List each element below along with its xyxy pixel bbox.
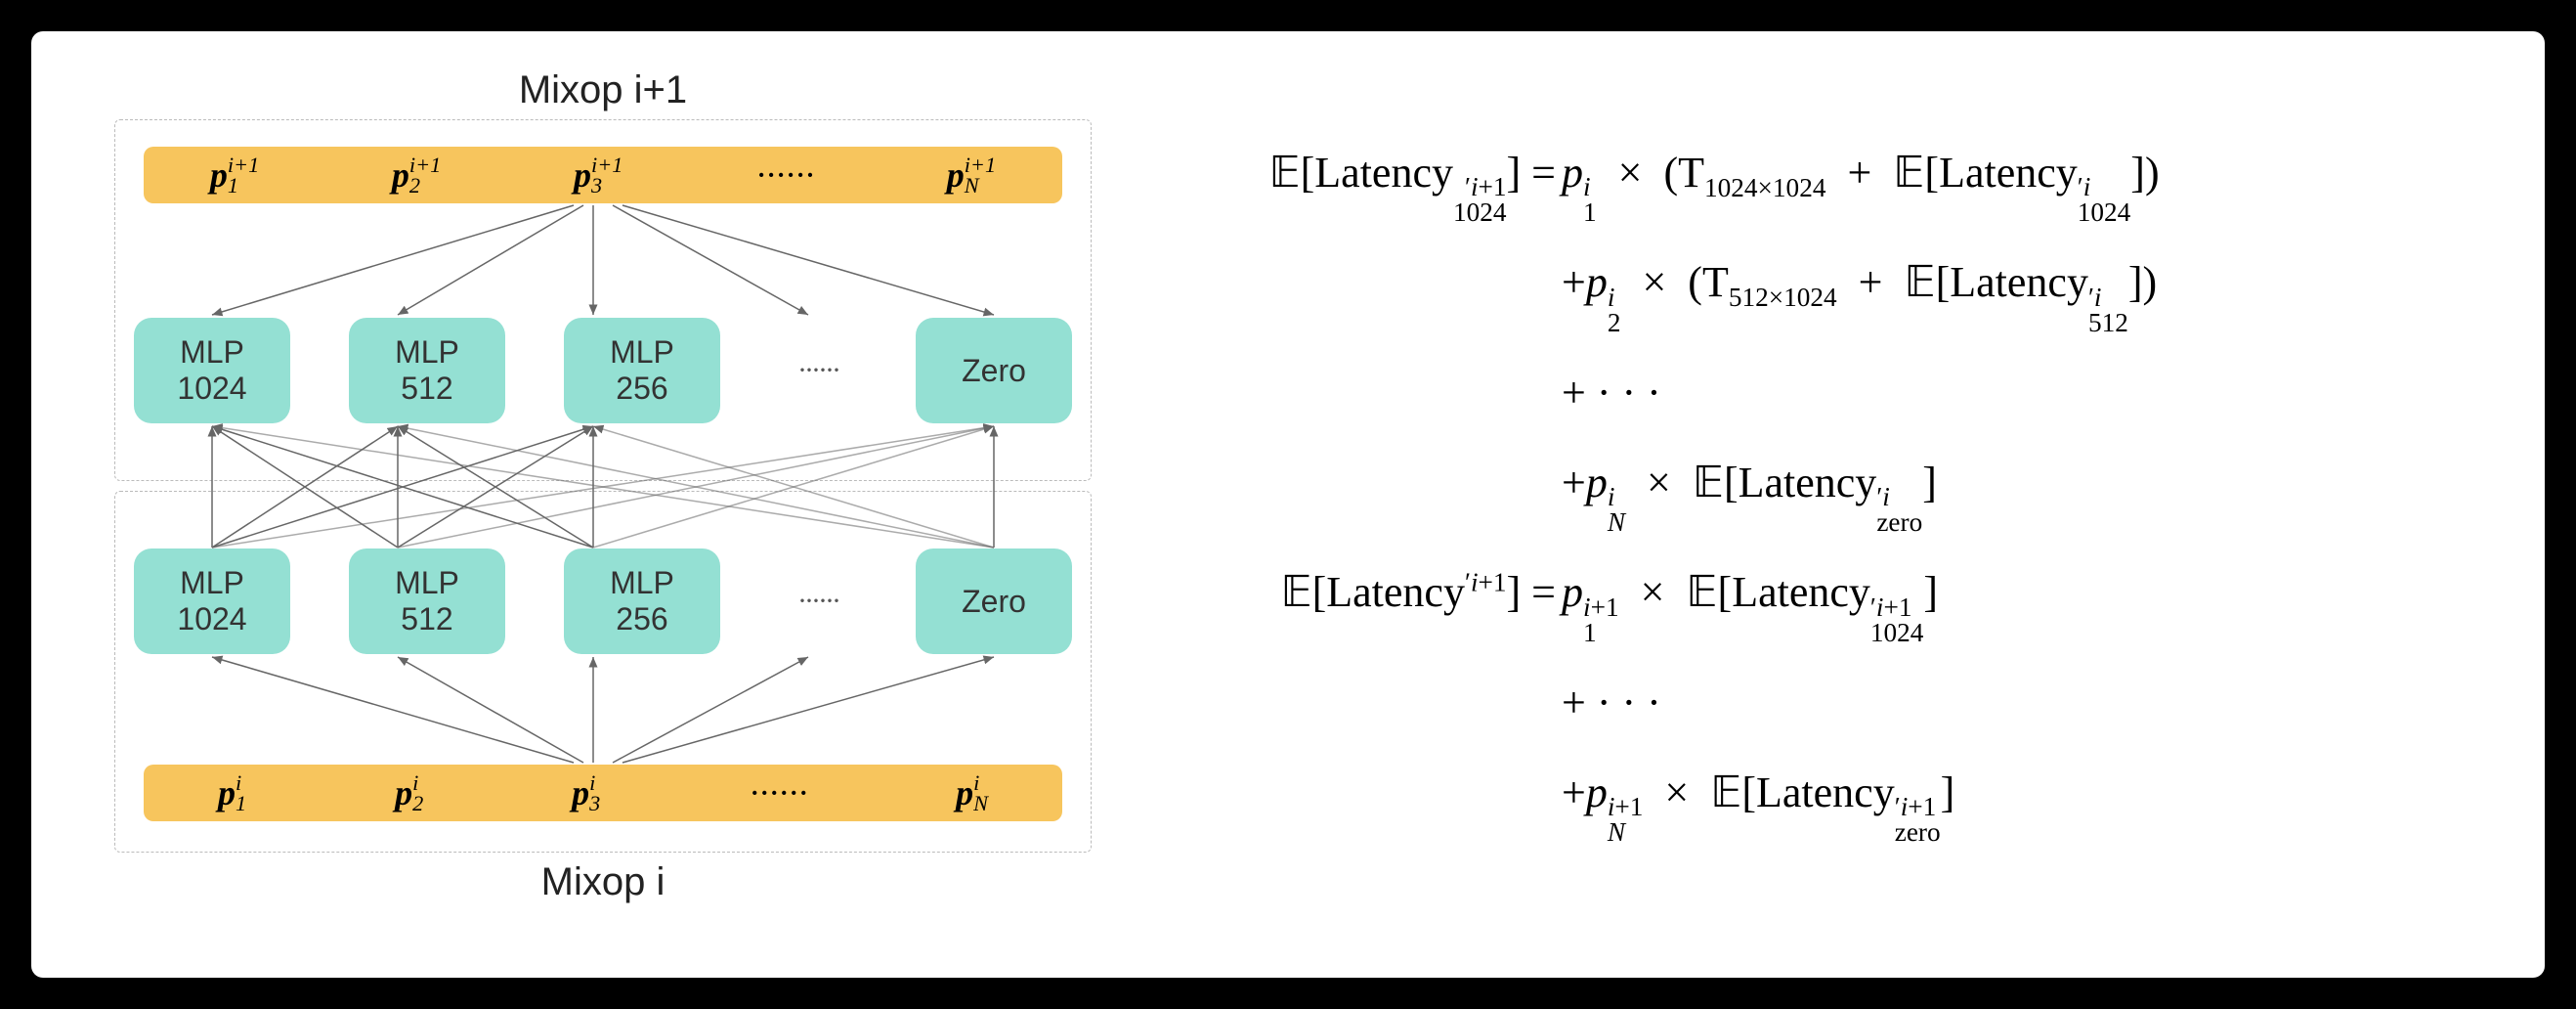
prob-pN-top: pi+1N <box>947 154 996 196</box>
prob-pN-bottom: piN <box>956 772 988 813</box>
prob-p1-top: pi+11 <box>210 154 259 196</box>
diagram-panel: Mixop i+1 <box>90 61 1116 948</box>
op-row-top: MLP1024 MLP512 MLP256 ······ Zero <box>134 317 1072 424</box>
prob-p2-top: pi+12 <box>392 154 441 196</box>
main-card: Mixop i+1 <box>31 31 2545 978</box>
eq-line-3: + · · · <box>1184 360 2486 426</box>
prob-p3-top: pi+13 <box>574 154 623 196</box>
eq-line-2: +pi2 × (T512×1024 + 𝔼[Latency′i512]) <box>1184 249 2486 335</box>
op-dots-top: ······ <box>779 354 857 387</box>
op-row-bottom: MLP1024 MLP512 MLP256 ······ Zero <box>134 548 1072 655</box>
prob-p1-bottom: pi1 <box>218 772 246 813</box>
prob-p3-bottom: pi3 <box>572 772 600 813</box>
eq-line-7: +pi+1N × 𝔼[Latency′i+1zero] <box>1184 760 2486 846</box>
prob-dots-bottom: ······ <box>749 772 807 813</box>
equation-panel: 𝔼[Latency′i+11024] = pi1 × (T1024×1024 +… <box>1165 61 2486 948</box>
op-mlp1024-bottom: MLP1024 <box>134 548 290 654</box>
op-mlp256-bottom: MLP256 <box>564 548 720 654</box>
prob-strip-top: pi+11 pi+12 pi+13 ······ pi+1N <box>144 147 1062 203</box>
mixop-label-bottom: Mixop i <box>541 853 665 911</box>
mixop-label-top: Mixop i+1 <box>519 61 687 119</box>
op-mlp256-top: MLP256 <box>564 318 720 423</box>
op-mlp512-bottom: MLP512 <box>349 548 505 654</box>
prob-dots-top: ······ <box>755 154 814 196</box>
diagram-area: pi+11 pi+12 pi+13 ······ pi+1N MLP1024 M… <box>114 119 1092 853</box>
eq-line-5: 𝔼[Latency′i+1] = pi+11 × 𝔼[Latency′i+110… <box>1184 559 2486 645</box>
op-dots-bottom: ······ <box>779 585 857 618</box>
eq-line-1: 𝔼[Latency′i+11024] = pi1 × (T1024×1024 +… <box>1184 140 2486 226</box>
prob-strip-bottom: pi1 pi2 pi3 ······ piN <box>144 765 1062 821</box>
op-mlp512-top: MLP512 <box>349 318 505 423</box>
op-zero-top: Zero <box>916 318 1072 423</box>
eq-line-4: +piN × 𝔼[Latency′izero] <box>1184 450 2486 536</box>
op-mlp1024-top: MLP1024 <box>134 318 290 423</box>
op-zero-bottom: Zero <box>916 548 1072 654</box>
eq-line-6: + · · · <box>1184 670 2486 736</box>
prob-p2-bottom: pi2 <box>395 772 423 813</box>
